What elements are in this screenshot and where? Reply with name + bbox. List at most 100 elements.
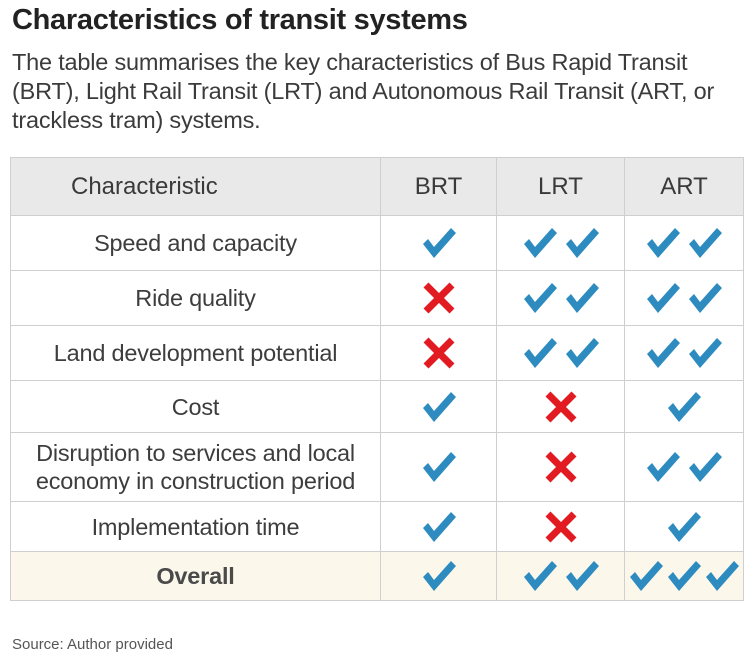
cross-icon [545,391,576,422]
check-icon [523,338,557,368]
check-icon [647,228,680,258]
check-icon [689,228,722,258]
value-cell [497,271,625,325]
table-row: Implementation time [11,502,743,552]
check-icon [668,561,701,591]
rating-marks [644,449,724,485]
check-icon [565,338,599,368]
rating-marks [420,389,458,425]
check-icon [422,391,456,422]
value-cell [625,326,743,380]
value-cell [625,502,743,551]
rating-marks [543,389,579,425]
row-label: Speed and capacity [94,230,297,256]
value-cell [381,216,497,270]
row-label: Overall [156,563,235,589]
check-icon [668,511,701,542]
check-icon [689,452,722,482]
check-icon [630,561,663,591]
column-header-characteristic: Characteristic [11,158,381,215]
column-header-art: ART [625,158,743,215]
check-icon [647,338,680,368]
check-icon [647,452,680,482]
value-cell [497,433,625,501]
rating-marks [420,558,458,594]
column-header-lrt: LRT [497,158,625,215]
table-row-overall: Overall [11,552,743,600]
value-cell [381,381,497,432]
check-icon [706,561,739,591]
rating-marks [420,449,458,485]
value-cell [381,502,497,551]
check-icon [422,511,456,542]
value-cell [497,502,625,551]
source-note: Source: Author provided [12,636,173,653]
value-cell [381,271,497,325]
check-icon [689,283,722,313]
check-icon [422,452,456,482]
check-icon [565,561,599,591]
check-icon [689,338,722,368]
rating-marks [644,335,724,371]
table-row: Speed and capacity [11,216,743,271]
cross-icon [545,511,576,542]
row-label: Disruption to services and local economy… [35,440,356,494]
value-cell [381,326,497,380]
value-cell [625,552,743,600]
comparison-table: Characteristic BRT LRT ART Speed and cap… [10,157,744,601]
row-label-cell: Ride quality [11,271,381,325]
rating-marks [665,509,703,545]
value-cell [625,381,743,432]
value-cell [625,216,743,270]
rating-marks [521,225,601,261]
rating-marks [421,335,457,371]
check-icon [422,561,456,591]
rating-marks [644,225,724,261]
value-cell [497,552,625,600]
value-cell [625,433,743,501]
rating-marks [420,509,458,545]
column-header-label: ART [660,172,708,200]
column-header-brt: BRT [381,158,497,215]
row-label-cell: Cost [11,381,381,432]
rating-marks [521,280,601,316]
check-icon [647,283,680,313]
value-cell [497,381,625,432]
row-label-cell: Overall [11,552,381,600]
cross-icon [423,337,454,369]
check-icon [422,228,456,258]
value-cell [381,552,497,600]
row-label: Cost [171,393,220,420]
value-cell [381,433,497,501]
rating-marks [627,558,741,594]
rating-marks [421,280,457,316]
table-header-row: Characteristic BRT LRT ART [11,158,743,216]
rating-marks [644,280,724,316]
row-label: Ride quality [135,285,256,311]
value-cell [497,216,625,270]
check-icon [565,283,599,313]
check-icon [668,391,701,422]
rating-marks [543,509,579,545]
rating-marks [543,449,579,485]
table-row: Cost [11,381,743,433]
rating-marks [521,558,601,594]
table-row: Disruption to services and local economy… [11,433,743,502]
row-label: Land development potential [53,340,338,366]
row-label: Implementation time [91,513,300,540]
page-subtitle: The table summarises the key characteris… [12,49,715,133]
column-header-label: Characteristic [71,172,218,200]
row-label-cell: Land development potential [11,326,381,380]
check-icon [523,228,557,258]
page-title: Characteristics of transit systems [12,4,468,36]
check-icon [565,228,599,258]
rating-marks [665,389,703,425]
rating-marks [420,225,458,261]
check-icon [523,283,557,313]
column-header-label: LRT [538,172,583,200]
value-cell [497,326,625,380]
cross-icon [545,451,576,483]
row-label-cell: Disruption to services and local economy… [11,433,381,501]
value-cell [625,271,743,325]
column-header-label: BRT [414,172,463,200]
